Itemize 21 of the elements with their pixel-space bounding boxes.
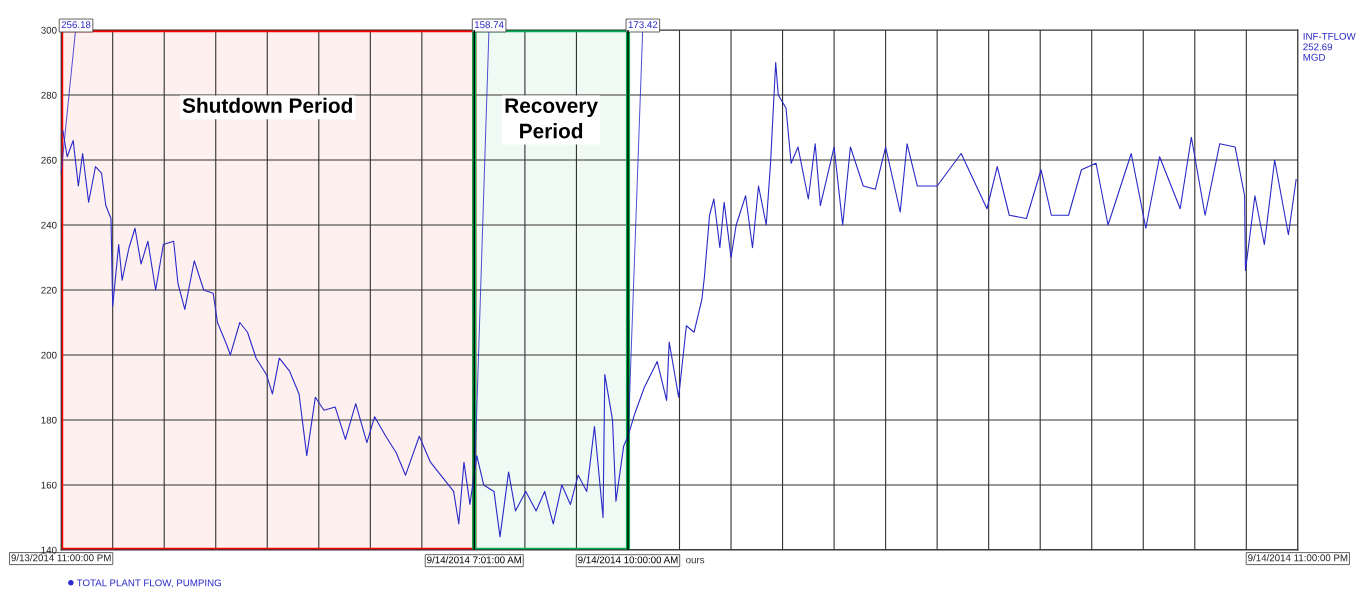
text: ours: [686, 557, 705, 564]
y-tick-label: 240: [41, 221, 57, 229]
annotation: 256.18: [61, 21, 91, 29]
y-tick-label: 160: [41, 481, 57, 489]
y-tick-label: 280: [41, 91, 57, 99]
x-tick-label: 9/14/2014 11:00:00 PM: [1248, 554, 1348, 562]
y-tick-label: 200: [41, 351, 57, 359]
legend-label: TOTAL PLANT FLOW, PUMPING: [76, 579, 221, 588]
annotation: 158.74: [474, 21, 504, 29]
band-label: Recovery Period: [505, 98, 598, 139]
y-tick-label: 140: [41, 546, 57, 554]
band-label: Shutdown Period: [182, 97, 352, 113]
ref-line-label: 9/14/2014 7:01:00 AM: [427, 556, 522, 564]
annotation: 173.42: [628, 21, 658, 29]
x-tick-label: 9/13/2014 11:00:00 PM: [11, 554, 111, 562]
y-tick-label: 220: [41, 286, 57, 294]
text: INF-TFLOW 252.69 MGD: [1303, 32, 1356, 61]
y-tick-label: 180: [41, 416, 57, 424]
y-tick-label: 260: [41, 156, 57, 164]
ref-line-label: 9/14/2014 10:00:00 AM: [578, 556, 678, 564]
y-tick-label: 300: [41, 26, 57, 34]
